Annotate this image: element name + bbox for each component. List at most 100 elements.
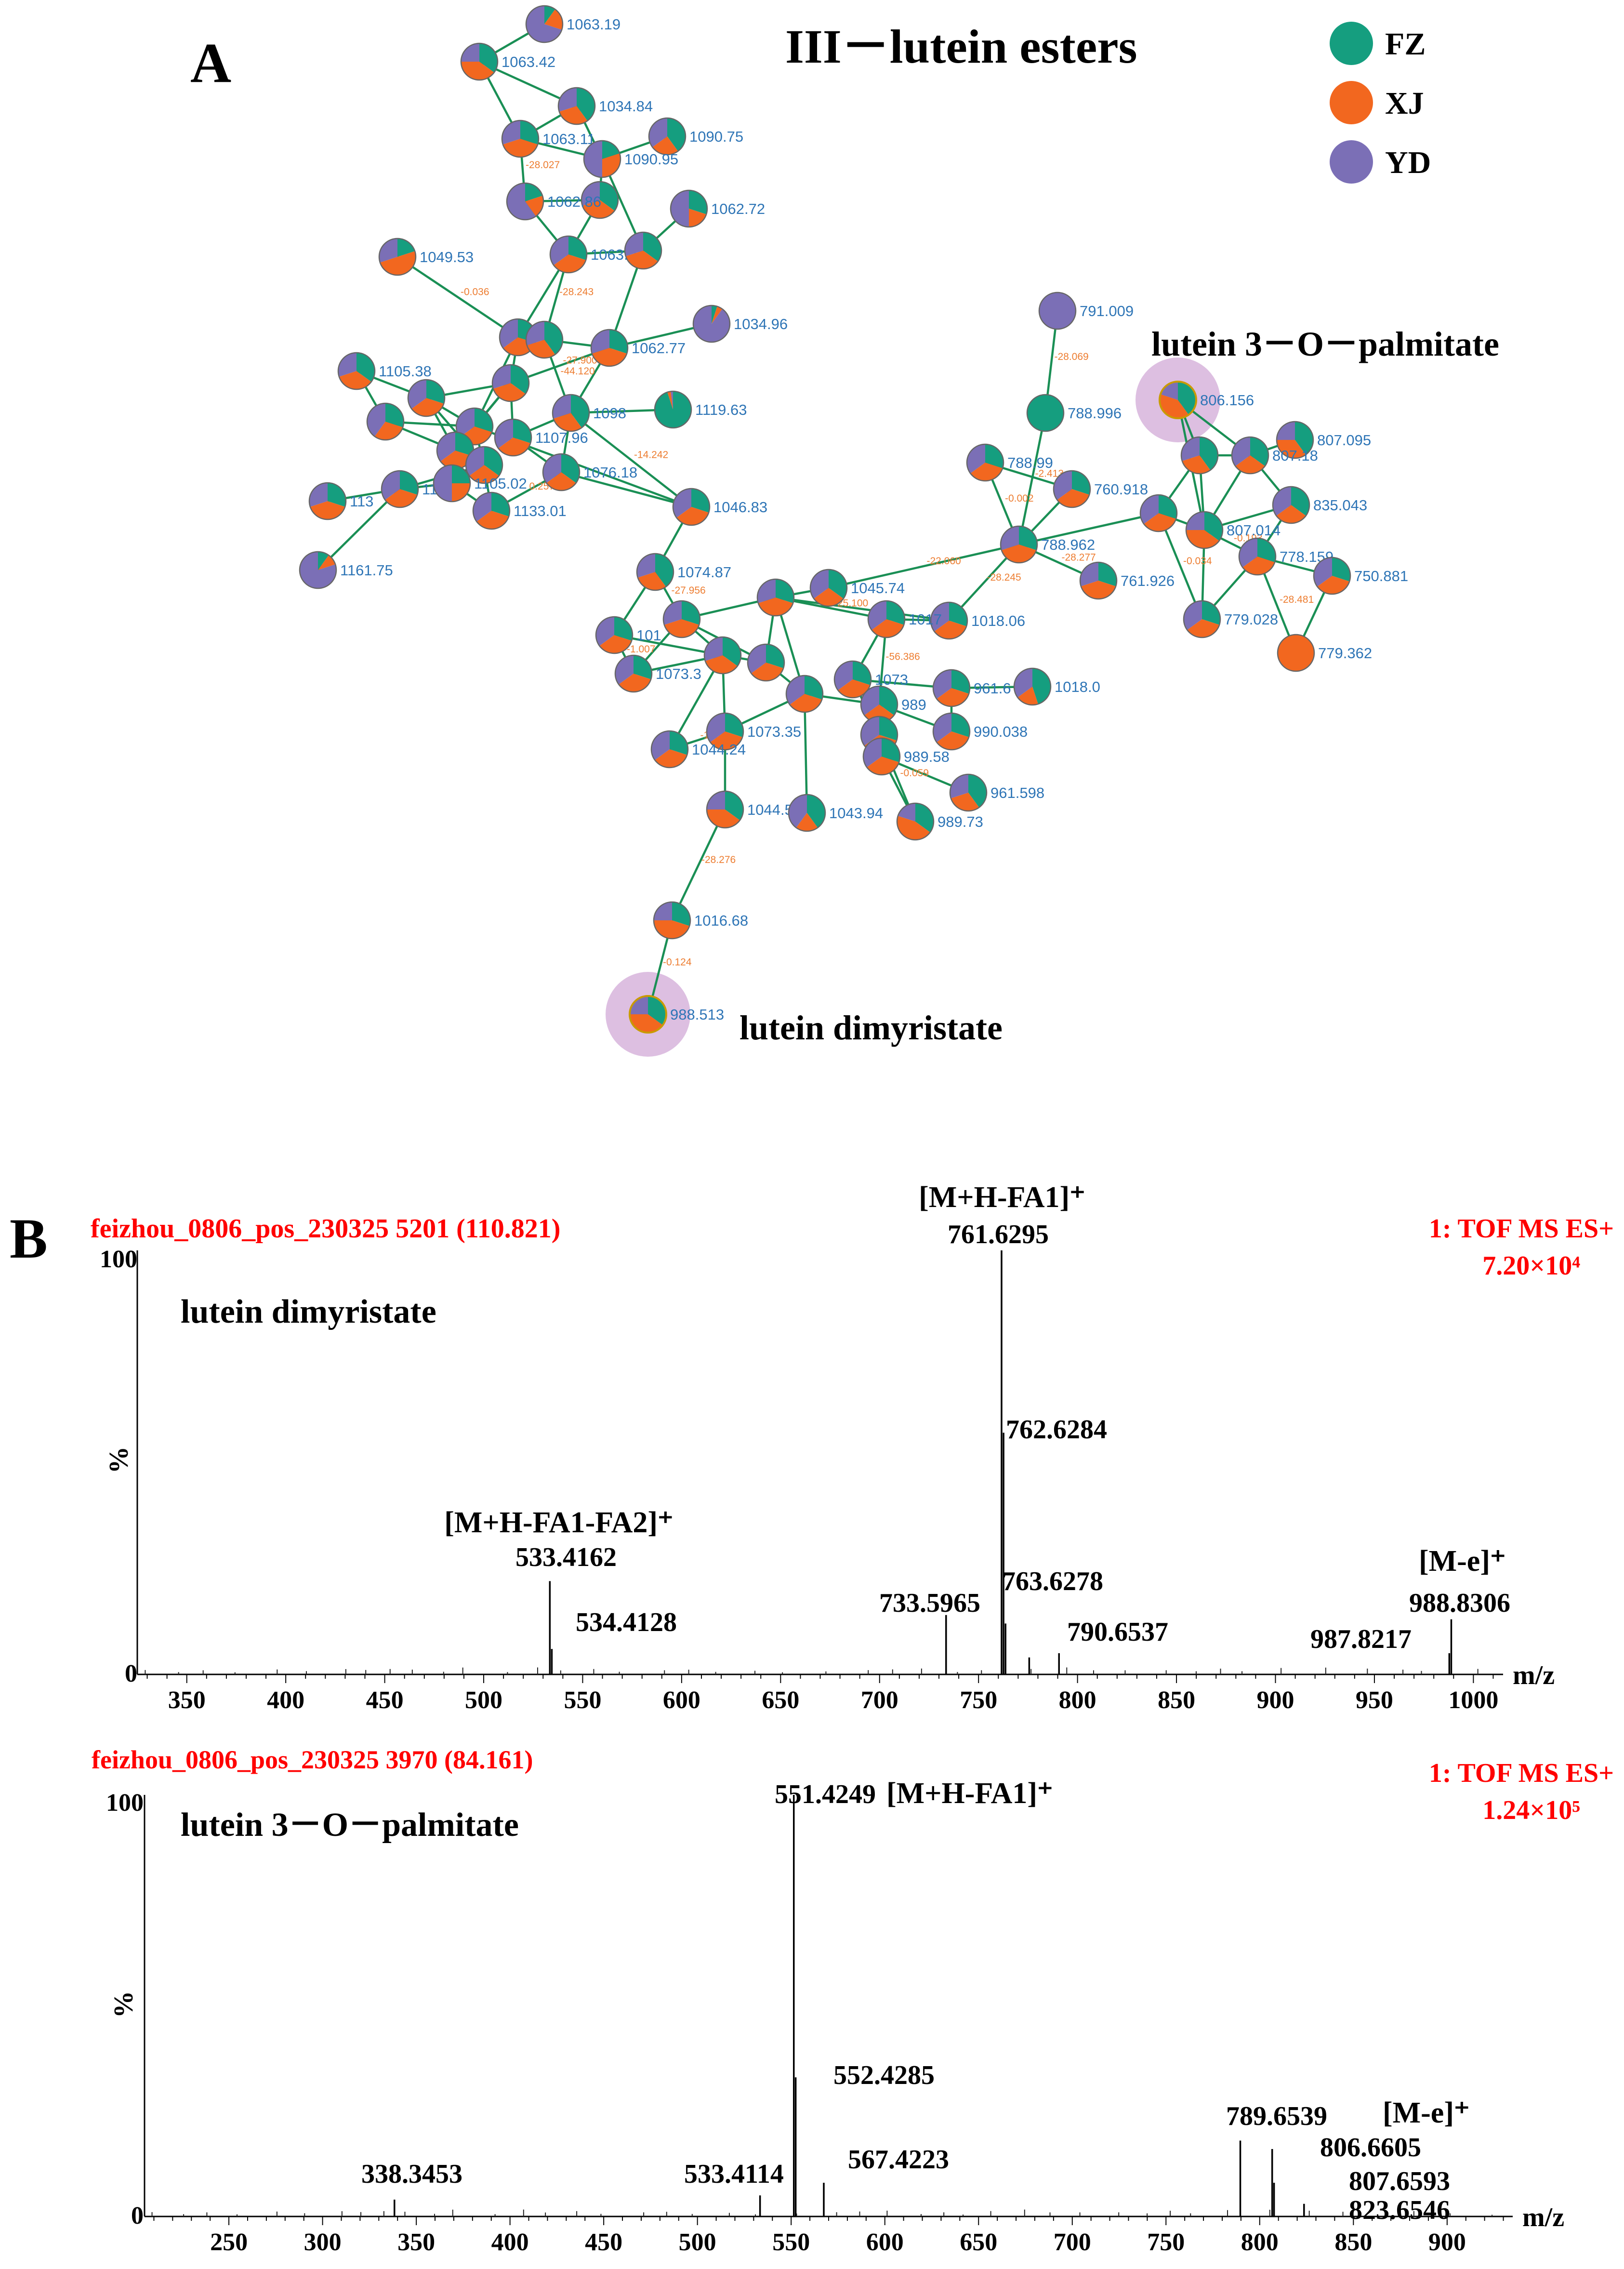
node-pie-slice (829, 570, 847, 599)
spectrum2-header-mode: 1: TOF MS ES+ (1429, 1758, 1614, 1788)
node-label: 779.028 (1224, 611, 1278, 628)
network-edge (775, 596, 950, 622)
node-pie-slice (838, 679, 871, 698)
node-pie-slice (1250, 437, 1268, 466)
network-node: 1062.86 (506, 182, 601, 221)
node-pie-slice (915, 803, 934, 833)
node-pie-slice (860, 717, 879, 746)
node-pie-slice (1017, 687, 1038, 705)
node-pie-slice (655, 749, 687, 768)
spectrum1-peak-label-761: 761.6295 (948, 1220, 1049, 1249)
node-label: 1074.87 (677, 564, 731, 581)
node-pie-slice (1314, 557, 1332, 587)
node-outline (896, 802, 935, 841)
node-pie-slice (455, 432, 474, 456)
legend-swatch-fz (1330, 22, 1373, 65)
network-edge-label: -28.243 (559, 287, 594, 298)
node-pie-slice (625, 232, 643, 256)
network-node: 1119.63 (654, 390, 747, 429)
node-pie-slice (452, 483, 470, 502)
spectrum1-header-intensity: 7.20×10⁴ (1482, 1251, 1580, 1281)
node-pie-slice (1054, 471, 1072, 500)
node-outline (590, 329, 629, 367)
node-pie-slice (602, 141, 620, 159)
network-node (366, 402, 405, 441)
spectrum1-header-mode: 1: TOF MS ES+ (1429, 1214, 1614, 1244)
node-pie-slice (985, 444, 1003, 468)
network-nodes: 1063.19 1063.42 1034.84 1090.75 1063.11 1090.… (299, 5, 1408, 1034)
network-edge-label: -44.120 (561, 366, 595, 377)
network-edge-label: -28.027 (526, 159, 560, 171)
node-pie-slice (1291, 486, 1309, 516)
node-pie-slice (879, 686, 898, 716)
node-pie-slice (1039, 292, 1076, 329)
x-tick-label: 600 (866, 2229, 904, 2256)
node-label: 989.73 (937, 813, 983, 830)
node-pie-slice (385, 489, 418, 507)
node-pie-slice (637, 554, 655, 578)
spectrum2-peak-label-807: 807.6593 (1349, 2166, 1450, 2196)
spectrum1-x-axis-label: m/z (1513, 1660, 1555, 1690)
network-node (785, 675, 824, 713)
network-edge-label: -28.277 (1062, 552, 1096, 563)
node-pie-slice (1273, 487, 1291, 516)
node-outline (506, 182, 544, 221)
network-node: 1046.83 (672, 488, 767, 526)
network-node (703, 636, 742, 675)
node-label: 1044.5 (747, 801, 793, 818)
node-pie-slice (667, 391, 673, 410)
node-outline (1139, 494, 1178, 532)
spectrum1-y-tick-0: 0 (125, 1660, 137, 1687)
node-outline (581, 181, 619, 219)
node-pie-slice (654, 391, 691, 428)
node-label: 1062.86 (547, 193, 601, 210)
node-outline (706, 790, 744, 829)
network-legend: FZ XJ YD (1330, 22, 1431, 184)
node-outline (433, 464, 471, 503)
node-outline (407, 379, 446, 417)
node-outline (703, 636, 742, 675)
network-node: 1073.35 (706, 712, 801, 751)
node-pie-slice (649, 118, 667, 147)
network-node: 779.362 (1277, 634, 1372, 672)
node-label: 1062.77 (632, 340, 686, 357)
node-pie-slice (440, 451, 473, 469)
network-node: 961.6 (932, 669, 1011, 707)
node-pie-slice (667, 118, 686, 151)
node-label: 1046.83 (713, 499, 767, 516)
node-pie-slice (310, 501, 345, 519)
node-pie-slice (1277, 440, 1306, 459)
x-tick-label: 750 (960, 1686, 997, 1714)
spectrum2-ion-label-m-e: [M-e]⁺ (1383, 2097, 1470, 2129)
node-outline (862, 737, 901, 776)
node-pie-slice (520, 120, 539, 145)
spectrum2-y-axis-label: % (109, 1991, 139, 2018)
network-node: 1044.5 (706, 790, 793, 829)
x-tick-label: 400 (491, 2229, 529, 2256)
node-label: 1076.18 (583, 464, 637, 481)
callout-lutein-dimyristate: lutein dimyristate (739, 1008, 1003, 1047)
node-label: 961.6 (974, 680, 1011, 697)
node-pie-slice (933, 670, 951, 699)
node-pie-slice (630, 1014, 663, 1033)
network-node: 961.598 (949, 773, 1044, 812)
node-outline (595, 616, 634, 654)
node-label: 1090.95 (624, 151, 678, 168)
x-tick-label: 950 (1356, 1686, 1393, 1714)
node-pie-slice (602, 153, 621, 177)
node-pie-slice (950, 774, 968, 798)
network-node: 113 (308, 482, 373, 520)
network-node: 1073 (833, 660, 908, 699)
node-label: 1098 (593, 405, 626, 422)
node-outline (378, 238, 417, 276)
node-label: 1043.94 (829, 805, 883, 822)
node-label: 1018.06 (971, 612, 1025, 629)
spectrum2-peak-label-338: 338.3453 (361, 2159, 462, 2189)
node-pie-slice (1295, 422, 1313, 455)
node-pie-slice (654, 920, 690, 939)
node-pie-slice (634, 655, 652, 679)
network-node: 791.009 (1038, 292, 1134, 330)
node-pie-slice (374, 422, 403, 440)
node-outline (809, 569, 848, 607)
node-pie-slice (558, 88, 577, 112)
